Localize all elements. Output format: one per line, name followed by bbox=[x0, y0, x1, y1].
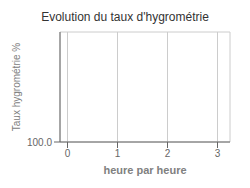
svg-text:Taux hygrométrie %: Taux hygrométrie % bbox=[11, 43, 22, 131]
svg-text:100.0: 100.0 bbox=[27, 137, 52, 148]
svg-text:1: 1 bbox=[115, 148, 121, 159]
svg-text:2: 2 bbox=[165, 148, 171, 159]
html-text:Evolution du taux d'hygrométri: Evolution du taux d'hygrométrie bbox=[41, 10, 209, 24]
svg-text:heure par heure: heure par heure bbox=[103, 164, 186, 176]
svg-text:3: 3 bbox=[215, 148, 221, 159]
svg-text:0: 0 bbox=[65, 148, 71, 159]
